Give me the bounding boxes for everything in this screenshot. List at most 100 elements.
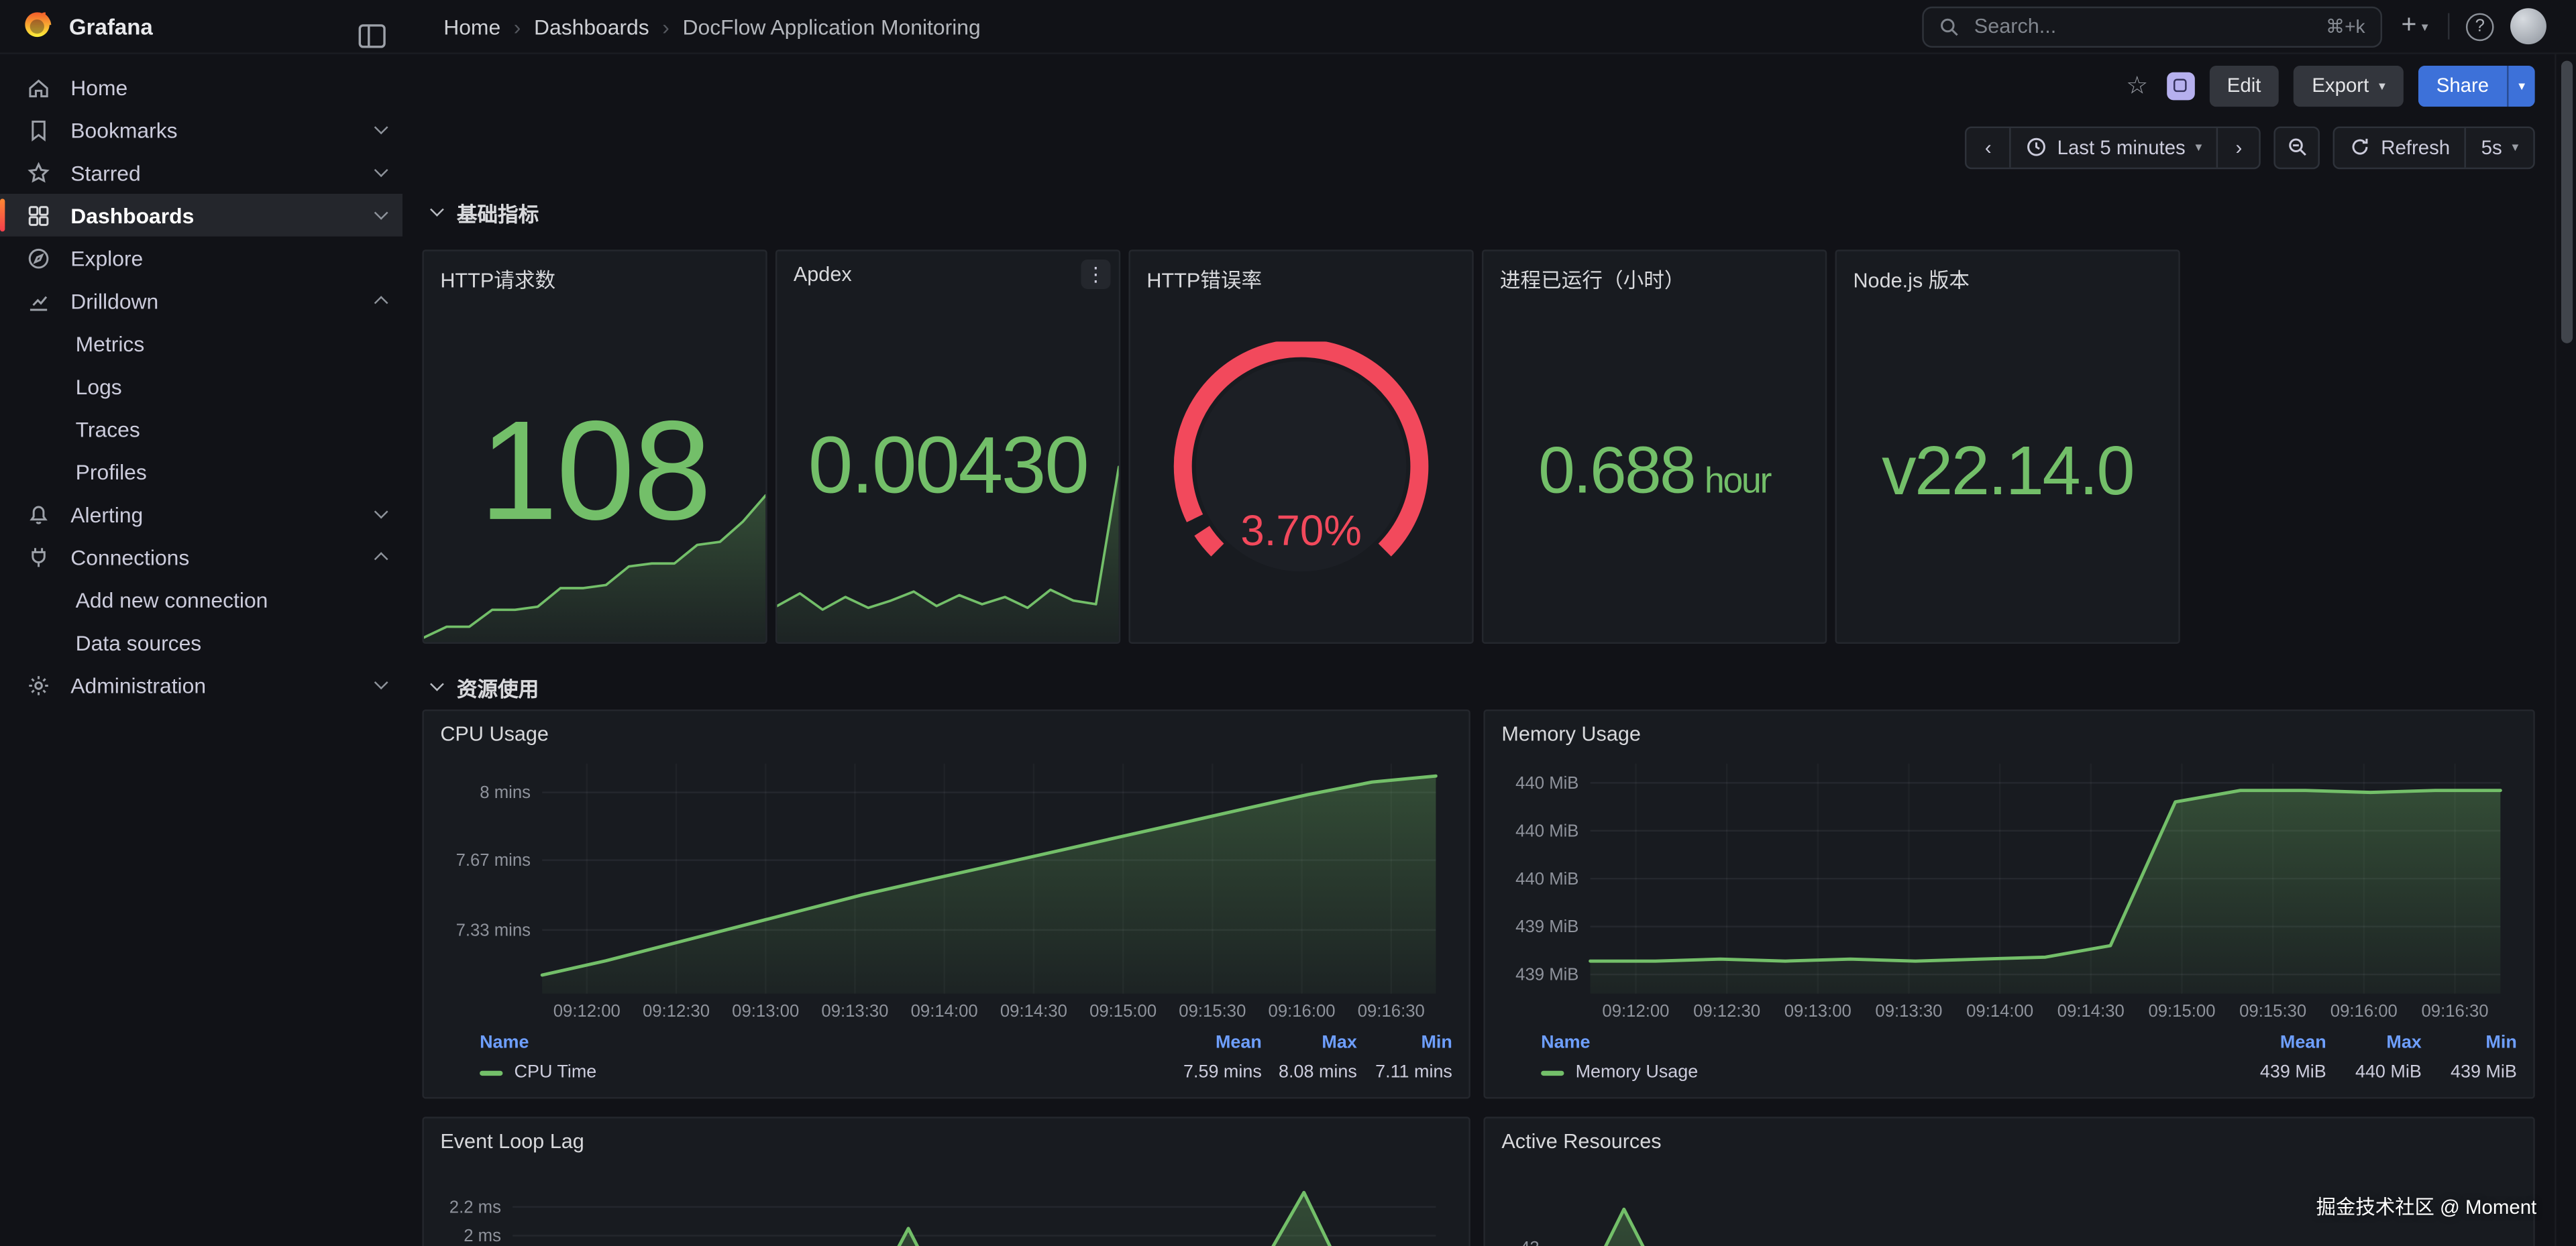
chevron-up-icon (374, 552, 388, 567)
stat-value: 0.00430 (808, 421, 1089, 510)
sidebar-item-alerting[interactable]: Alerting (0, 493, 402, 536)
legend-header-max[interactable]: Max (1322, 1033, 1357, 1053)
time-range-group: ‹ Last 5 minutes ▾ › (1965, 125, 2261, 169)
time-controls: ‹ Last 5 minutes ▾ › (422, 125, 2535, 169)
chevron-down-icon: ▾ (2195, 139, 2202, 155)
sidebar-item-label: Explore (70, 245, 144, 270)
sidebar-item-logs[interactable]: Logs (0, 365, 402, 408)
panel-title[interactable]: Memory Usage (1501, 722, 1641, 746)
zoom-out-button[interactable] (2275, 127, 2318, 167)
grafana-logo-icon[interactable] (21, 10, 54, 43)
bookmark-icon (32, 119, 46, 141)
breadcrumb-item[interactable]: Home (443, 13, 501, 39)
gauge-value: 3.70% (1240, 506, 1361, 554)
breadcrumb-item[interactable]: DocFlow Application Monitoring (682, 13, 981, 39)
clock-icon (2027, 137, 2046, 156)
help-icon[interactable]: ? (2465, 12, 2494, 41)
brand-name[interactable]: Grafana (68, 13, 153, 39)
sidebar-item-label: Data sources (75, 630, 202, 655)
svg-text:09:13:30: 09:13:30 (821, 1002, 888, 1021)
sparkline (423, 494, 766, 642)
legend-header-name[interactable]: Name (480, 1033, 529, 1053)
row-section-basic-metrics[interactable]: 基础指标 (430, 195, 2535, 228)
time-range-picker[interactable]: Last 5 minutes ▾ (2009, 127, 2217, 167)
scrollbar-thumb[interactable] (2561, 60, 2573, 343)
dashboard-toolbar: ☆ Edit Export ▾ Share ▾ (422, 64, 2535, 107)
chevron-down-icon (374, 120, 388, 135)
panel-title[interactable]: HTTP请求数 (440, 269, 556, 292)
panel-memory-usage: Memory Usage 440 MiB 440 MiB 440 MiB 439 Mi… (1483, 709, 2535, 1099)
sidebar-item-data-sources[interactable]: Data sources (0, 621, 402, 664)
cpu-usage-chart: 8 mins 7.67 mins 7.33 mins 09:12:00 09:12:30… (456, 763, 1438, 1021)
time-shift-back-button[interactable]: ‹ (1967, 127, 2010, 167)
panel-title[interactable]: CPU Usage (440, 722, 549, 746)
series-color-swatch (480, 1070, 503, 1075)
row-section-resource-usage[interactable]: 资源使用 (430, 670, 2535, 703)
gauge-chart: 3.70% (1173, 341, 1429, 571)
panel-title[interactable]: HTTP错误率 (1146, 269, 1263, 292)
sidebar-item-traces[interactable]: Traces (0, 407, 402, 450)
sparkline (777, 465, 1119, 642)
export-button[interactable]: Export ▾ (2294, 64, 2404, 106)
breadcrumb-item[interactable]: Dashboards (533, 13, 649, 39)
svg-text:43: 43 (1520, 1239, 1540, 1246)
sidebar-item-explore[interactable]: Explore (0, 237, 402, 280)
legend-header-max[interactable]: Max (2386, 1033, 2422, 1053)
sidebar-toggle-icon[interactable] (358, 23, 386, 49)
panel-title[interactable]: 进程已运行（小时） (1499, 269, 1685, 292)
legend-series-name[interactable]: CPU Time (480, 1062, 1167, 1082)
panel-title[interactable]: Active Resources (1501, 1129, 1662, 1153)
legend: Name Mean Max Min Memory Usage 439 MiB 440 MiB… (1485, 1028, 2533, 1087)
edit-button[interactable]: Edit (2208, 64, 2279, 106)
refresh-button[interactable]: Refresh (2335, 127, 2465, 167)
time-shift-forward-button[interactable]: › (2216, 127, 2259, 167)
legend-value: 439 MiB (2450, 1062, 2517, 1082)
legend-header-name[interactable]: Name (1541, 1033, 1591, 1053)
sidebar-item-administration[interactable]: Administration (0, 663, 402, 706)
dashboard-main: ☆ Edit Export ▾ Share ▾ ‹ Last 5 minutes … (402, 54, 2555, 1246)
sidebar-item-starred[interactable]: Starred (0, 151, 402, 194)
page-scrollbar[interactable] (2555, 54, 2576, 1246)
stat-value: v22.14.0 (1882, 431, 2135, 508)
search-input[interactable] (1970, 13, 2314, 40)
svg-text:7.33 mins: 7.33 mins (456, 921, 531, 940)
sidebar-item-dashboards[interactable]: Dashboards (0, 193, 403, 237)
panel-title[interactable]: Event Loop Lag (440, 1129, 584, 1153)
sidebar-item-label: Alerting (70, 502, 144, 526)
legend-header-mean[interactable]: Mean (1215, 1033, 1262, 1053)
sidebar-item-add-new-connection[interactable]: Add new connection (0, 578, 402, 621)
add-button[interactable]: + ▾ (2398, 8, 2432, 44)
sidebar-item-profiles[interactable]: Profiles (0, 450, 402, 493)
search-box[interactable]: ⌘+k (1921, 5, 2382, 47)
panel-library-icon[interactable] (2166, 71, 2194, 100)
share-menu-button[interactable]: ▾ (2507, 64, 2535, 106)
legend-header-mean[interactable]: Mean (2279, 1033, 2326, 1053)
panel-menu-icon[interactable]: ⋮ (1081, 259, 1111, 290)
legend-series-name[interactable]: Memory Usage (1541, 1062, 2231, 1082)
share-split-button: Share ▾ (2418, 64, 2535, 106)
sidebar-item-home[interactable]: Home (0, 66, 402, 109)
legend-header-min[interactable]: Min (2485, 1033, 2517, 1053)
legend-header-min[interactable]: Min (1421, 1033, 1452, 1053)
sidebar-item-bookmarks[interactable]: Bookmarks (0, 109, 402, 152)
breadcrumb: Home › Dashboards › DocFlow Application Moni… (443, 14, 980, 39)
panel-title[interactable]: Node.js 版本 (1853, 269, 1970, 292)
sidebar-item-label: Starred (70, 160, 141, 185)
sidebar-item-label: Administration (70, 672, 207, 697)
active-resources-chart: 43 (1520, 1207, 1645, 1246)
zoom-out-group (2274, 125, 2320, 169)
timeseries-row-1: CPU Usage 8 mins 7.67 mins 7.33 mins 09:12:… (422, 709, 2535, 1099)
panel-nodejs-version: Node.js 版本 v22.14.0 (1835, 249, 2180, 644)
svg-text:440 MiB: 440 MiB (1515, 870, 1578, 889)
sidebar-item-connections[interactable]: Connections (0, 535, 402, 578)
legend-value: 439 MiB (2259, 1062, 2326, 1082)
share-button[interactable]: Share (2418, 64, 2508, 106)
avatar[interactable] (2510, 8, 2546, 45)
drilldown-icon (30, 295, 48, 310)
sidebar-item-metrics[interactable]: Metrics (0, 322, 402, 365)
star-icon[interactable]: ☆ (2123, 67, 2151, 103)
panel-active-resources: Active Resources 43 (1483, 1117, 2535, 1246)
refresh-interval-button[interactable]: 5s ▾ (2465, 127, 2533, 167)
sidebar-item-drilldown[interactable]: Drilldown (0, 279, 402, 322)
panel-title[interactable]: Apdex (793, 262, 852, 286)
